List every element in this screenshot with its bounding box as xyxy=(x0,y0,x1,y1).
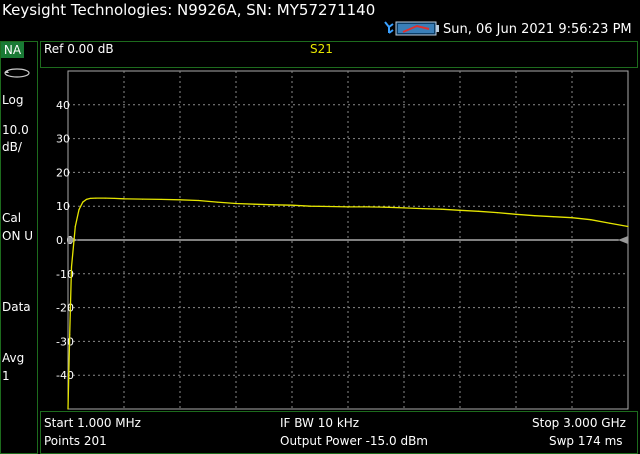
sweep-time[interactable]: Swp 174 ms xyxy=(549,434,623,448)
y-tick-label: -30 xyxy=(56,335,74,348)
output-power[interactable]: Output Power -15.0 dBm xyxy=(280,434,428,448)
scale-unit: dB/ xyxy=(2,140,22,154)
scale-value[interactable]: 10.0 xyxy=(2,123,29,137)
trace-point xyxy=(89,197,91,200)
data-label[interactable]: Data xyxy=(2,300,31,314)
battery-icon xyxy=(395,21,439,36)
datetime: Sun, 06 Jun 2021 9:56:23 PM xyxy=(443,22,632,37)
ref-level-label[interactable]: Ref 0.00 dB xyxy=(44,42,114,56)
y-tick-label: 10 xyxy=(56,200,70,213)
trace-point xyxy=(440,208,442,210)
reference-marker-right xyxy=(618,236,628,244)
trace-point xyxy=(70,266,73,268)
trace-point xyxy=(160,198,162,201)
cal-label[interactable]: Cal xyxy=(2,211,22,225)
trace-point xyxy=(534,215,536,217)
instrument-title: Keysight Technologies: N9926A, SN: MY572… xyxy=(2,1,376,19)
trace-point xyxy=(478,210,480,212)
mode-badge[interactable]: NA xyxy=(1,42,24,58)
scale-type[interactable]: Log xyxy=(2,93,24,107)
trace-point xyxy=(328,205,330,208)
y-tick-label: -20 xyxy=(56,302,74,315)
usb-icon xyxy=(384,21,394,34)
trace-point xyxy=(74,225,76,228)
trace-point xyxy=(571,217,573,219)
trace-point xyxy=(552,216,554,218)
trace-point xyxy=(82,201,84,203)
trace-point xyxy=(85,198,88,201)
trace-point xyxy=(235,202,237,205)
y-tick-label: 20 xyxy=(56,166,70,179)
points-count[interactable]: Points 201 xyxy=(44,434,107,448)
trace-point xyxy=(78,208,80,211)
y-tick-label: 40 xyxy=(56,99,70,112)
trace-point xyxy=(365,206,368,208)
trace-point xyxy=(104,197,106,199)
trace-point xyxy=(272,204,274,206)
trace-point xyxy=(216,201,218,203)
trace-point xyxy=(347,206,349,208)
trace-point xyxy=(95,197,97,199)
trace-point xyxy=(113,197,116,200)
trace-point xyxy=(627,225,629,228)
trace-point xyxy=(291,204,293,206)
trace-point xyxy=(515,213,517,215)
start-frequency[interactable]: Start 1.000 MHz xyxy=(44,416,141,430)
y-tick-label: -10 xyxy=(56,268,74,281)
stop-frequency[interactable]: Stop 3.000 GHz xyxy=(532,416,626,430)
trace-point xyxy=(421,207,424,210)
trace-point xyxy=(496,212,498,214)
trace-point xyxy=(67,408,69,410)
trace-point xyxy=(309,205,312,207)
swap-icon xyxy=(4,68,30,78)
trace-point xyxy=(141,198,144,200)
trace-point xyxy=(459,209,461,211)
trace-point xyxy=(197,199,200,202)
trace-point xyxy=(253,203,256,205)
trace-point xyxy=(608,222,610,224)
y-tick-label: 30 xyxy=(56,133,70,146)
cal-state: ON U xyxy=(2,229,34,243)
avg-label[interactable]: Avg xyxy=(2,351,25,365)
trace-point xyxy=(403,207,405,209)
avg-value: 1 xyxy=(2,369,10,383)
reference-marker-left xyxy=(68,236,78,244)
measurement-label[interactable]: S21 xyxy=(310,42,333,56)
trace-point xyxy=(179,199,181,201)
left-panel xyxy=(0,41,38,454)
if-bandwidth[interactable]: IF BW 10 kHz xyxy=(280,416,360,430)
y-tick-label: -40 xyxy=(56,369,74,382)
trace-point xyxy=(384,206,386,208)
trace-point xyxy=(123,198,125,200)
trace-point xyxy=(69,334,71,336)
trace-point xyxy=(590,219,592,221)
trace-header xyxy=(40,41,638,68)
